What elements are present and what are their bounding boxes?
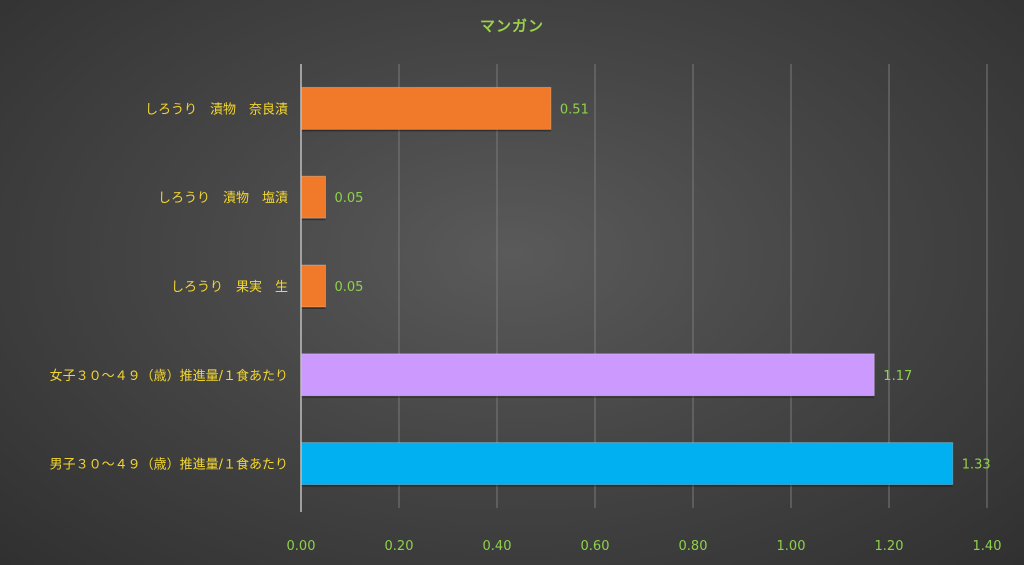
data-label: 1.33 (962, 458, 991, 473)
bars (300, 86, 954, 487)
category-label: 女子３０～４９（歳）推進量/１食あたり (50, 368, 288, 384)
category-label: しろうり 果実 生 (171, 279, 288, 295)
x-tick-label: 0.60 (581, 539, 610, 554)
bar (300, 264, 326, 308)
x-tick-label: 0.00 (287, 539, 316, 554)
chart-title: マンガン (479, 17, 544, 35)
x-tick-label: 0.40 (483, 539, 512, 554)
category-label: しろうり 漬物 奈良漬 (145, 101, 288, 117)
data-label: 0.05 (335, 191, 364, 206)
bar (300, 442, 954, 486)
x-tick-label: 0.80 (679, 539, 708, 554)
x-tick-label: 1.20 (875, 539, 904, 554)
x-tick-labels: 0.00 0.20 0.40 0.60 0.80 1.00 1.20 1.40 (287, 539, 1002, 554)
x-tick-label: 1.40 (973, 539, 1002, 554)
data-label: 1.17 (883, 369, 912, 384)
category-label: しろうり 漬物 塩漬 (158, 191, 288, 206)
x-tick-label: 0.20 (385, 539, 414, 554)
bar (300, 86, 552, 130)
data-label: 0.51 (560, 102, 589, 117)
bar (300, 175, 326, 219)
gridlines (398, 64, 988, 508)
x-tick-label: 1.00 (777, 539, 806, 554)
data-labels: 0.51 0.05 0.05 1.17 1.33 (335, 102, 991, 472)
category-label: 男子３０～４９（歳）推進量/１食あたり (50, 457, 288, 473)
data-label: 0.05 (335, 280, 364, 295)
bar (300, 353, 875, 397)
